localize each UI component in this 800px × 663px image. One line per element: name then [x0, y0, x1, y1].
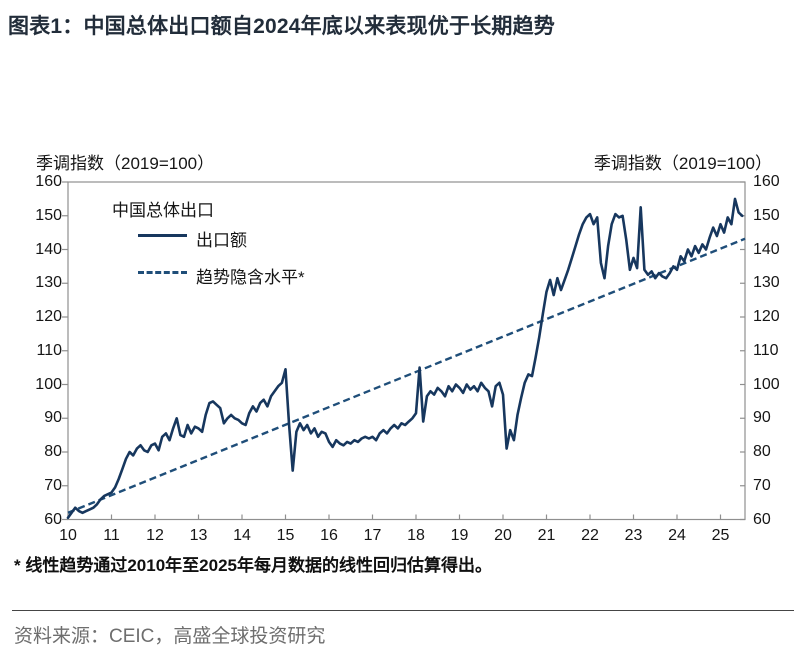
y-tick-label-left: 80 — [44, 443, 62, 460]
y-tick-label-left: 160 — [35, 173, 62, 190]
x-tick-label: 11 — [103, 527, 120, 544]
y-axis-header-right: 季调指数（2019=100） — [593, 154, 772, 173]
y-tick-label-right: 130 — [753, 274, 780, 292]
x-tick-label: 25 — [711, 527, 730, 544]
y-tick-label-right: 70 — [753, 476, 771, 494]
x-tick-label: 15 — [276, 527, 295, 544]
legend-label-trend: 趋势隐含水平* — [196, 268, 305, 287]
x-tick-label: 13 — [189, 527, 208, 544]
legend-dashed-line-sample — [138, 271, 187, 274]
x-tick-label: 23 — [624, 527, 643, 544]
y-tick-label-right: 100 — [753, 375, 780, 393]
x-tick-label: 24 — [668, 527, 686, 544]
x-tick-label: 19 — [450, 527, 469, 544]
y-tick-label-left: 90 — [44, 409, 62, 427]
y-tick-label-right: 120 — [753, 308, 780, 325]
x-tick-label: 22 — [581, 527, 599, 544]
x-tick-label: 17 — [363, 527, 382, 544]
y-tick-label-right: 90 — [753, 409, 771, 427]
legend-label-exports: 出口额 — [196, 231, 247, 250]
x-tick-label: 12 — [146, 527, 164, 544]
legend-solid-line-sample — [138, 234, 187, 237]
y-tick-label-right: 60 — [753, 510, 771, 528]
y-tick-label-right: 150 — [753, 206, 780, 224]
chart-footnote: * 线性趋势通过2010年至2025年每月数据的线性回归估算得出。 — [14, 556, 492, 575]
y-tick-label-left: 150 — [35, 206, 62, 224]
x-tick-label: 20 — [494, 527, 512, 544]
source-line: 资料来源：CEIC，高盛全球投资研究 — [14, 626, 326, 647]
footer-divider — [12, 610, 794, 611]
x-tick-label: 18 — [407, 527, 425, 544]
x-tick-label: 16 — [320, 527, 338, 544]
y-tick-label-left: 140 — [35, 240, 62, 258]
y-tick-label-right: 160 — [753, 173, 780, 190]
y-tick-label-left: 120 — [35, 308, 62, 325]
x-tick-label: 14 — [233, 527, 251, 544]
y-tick-label-right: 140 — [753, 240, 780, 258]
y-tick-label-left: 110 — [36, 341, 62, 359]
y-tick-label-left: 70 — [44, 476, 62, 494]
x-tick-label: 10 — [59, 527, 77, 544]
chart-title: 图表1：中国总体出口额自2024年底以来表现优于长期趋势 — [8, 15, 555, 38]
y-tick-label-left: 100 — [35, 375, 62, 393]
y-tick-label-left: 60 — [44, 510, 62, 528]
y-axis-header-left: 季调指数（2019=100） — [36, 154, 215, 173]
y-tick-label-left: 130 — [35, 274, 62, 292]
y-tick-label-right: 110 — [753, 341, 779, 359]
y-tick-label-right: 80 — [753, 443, 771, 460]
legend-header: 中国总体出口 — [112, 201, 214, 220]
x-tick-label: 21 — [537, 527, 556, 544]
